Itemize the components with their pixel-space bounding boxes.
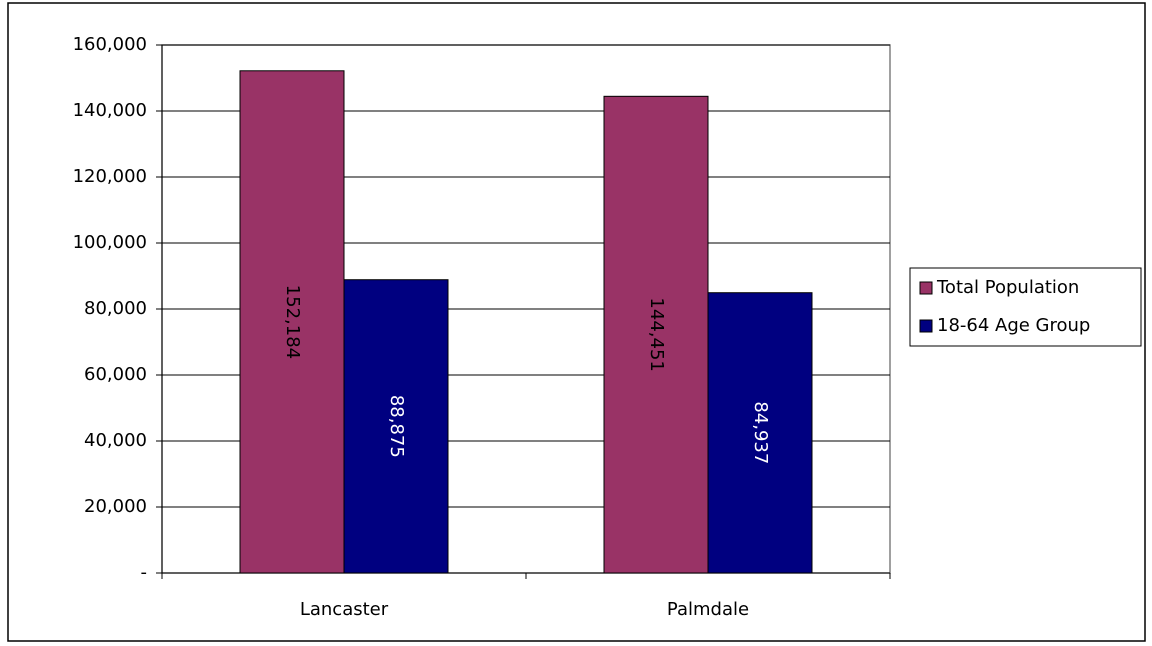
legend-label: 18-64 Age Group bbox=[937, 315, 1090, 336]
y-tick-label: 140,000 bbox=[73, 100, 147, 121]
y-tick-label: 80,000 bbox=[84, 298, 147, 319]
bar bbox=[603, 95, 709, 574]
bar bbox=[239, 70, 345, 574]
x-tick-label: Palmdale bbox=[667, 599, 749, 620]
y-tick-label: - bbox=[141, 562, 148, 583]
value-label: 84,937 bbox=[750, 401, 771, 464]
bar bbox=[707, 292, 813, 574]
value-label: 144,451 bbox=[646, 297, 667, 371]
y-tick-label: 20,000 bbox=[84, 496, 147, 517]
y-tick-label: 60,000 bbox=[84, 364, 147, 385]
value-label: 88,875 bbox=[386, 395, 407, 458]
y-tick-label: 100,000 bbox=[73, 232, 147, 253]
bar bbox=[343, 279, 449, 574]
y-tick-label: 40,000 bbox=[84, 430, 147, 451]
legend-label: Total Population bbox=[936, 277, 1079, 298]
x-tick-label: Lancaster bbox=[300, 599, 389, 620]
legend-swatch bbox=[919, 281, 933, 295]
legend-swatch bbox=[919, 319, 933, 333]
y-tick-label: 160,000 bbox=[73, 34, 147, 55]
legend-box bbox=[909, 267, 1142, 347]
y-tick-label: 120,000 bbox=[73, 166, 147, 187]
value-label: 152,184 bbox=[282, 285, 303, 359]
